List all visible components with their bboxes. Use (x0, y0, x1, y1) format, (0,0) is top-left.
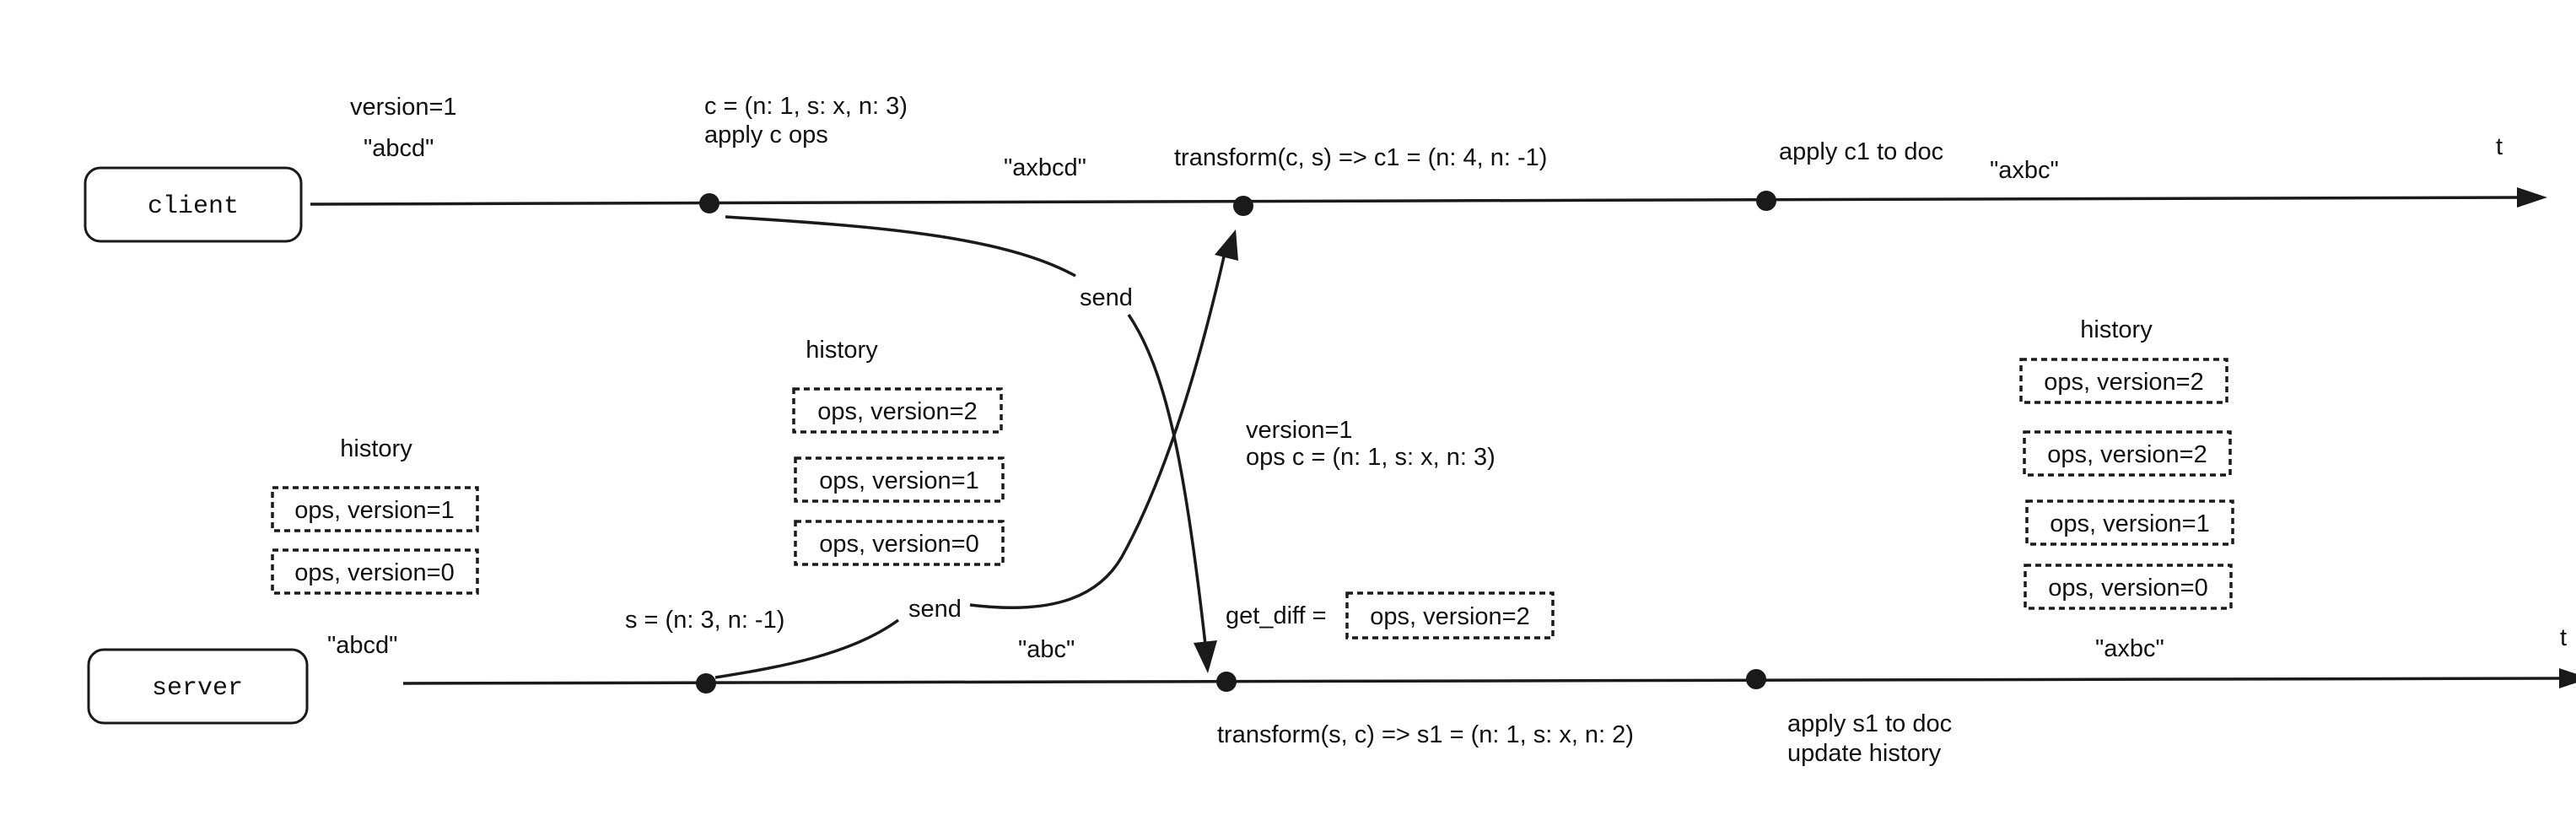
history-3-item-4-box (2024, 564, 2233, 610)
server-get-diff-box (1345, 591, 1555, 640)
server-to-client-arrow-upper (969, 252, 1226, 610)
client-event-dot-1 (699, 193, 719, 213)
server-timeline-arrowhead (2559, 668, 2576, 688)
client-node (84, 166, 303, 243)
history-stack-3: history ops, version=2 ops, version=2 op… (2019, 316, 2234, 610)
server-event-dot-1 (696, 673, 716, 694)
server-get-diff-value: ops, version=2 (1370, 603, 1529, 630)
client-doc-after-c: "axbcd" (1004, 154, 1086, 181)
history-2-item-3-box (794, 520, 1005, 566)
client-send-label: send (1080, 284, 1133, 311)
client-event-dot-2 (1233, 196, 1253, 216)
history-title-3: history (2080, 316, 2153, 343)
history-2-item-1: ops, version=2 (817, 398, 977, 425)
history-stack-2: history ops, version=2 ops, version=1 op… (792, 337, 1005, 566)
history-3-item-3: ops, version=1 (2050, 510, 2209, 537)
server-doc-final: "axbc" (2095, 635, 2164, 662)
client-transform-label: transform(c, s) => c1 = (n: 4, n: -1) (1174, 144, 1547, 171)
server-get-diff-label: get_diff = (1226, 602, 1327, 629)
client-to-server-arrow-upper (725, 215, 1076, 278)
client-doc-initial: "abcd" (364, 135, 434, 162)
payload-version-label: version=1 (1246, 417, 1353, 444)
client-version-label: version=1 (350, 94, 457, 121)
history-title-2: history (806, 337, 878, 364)
server-update-history-label: update history (1787, 740, 1942, 767)
server-transform-label: transform(s, c) => s1 = (n: 1, s: x, n: … (1217, 721, 1634, 748)
history-1-item-2-box (271, 548, 479, 595)
history-1-item-1: ops, version=1 (294, 497, 454, 524)
client-timeline-arrowhead (2517, 187, 2547, 208)
history-3-item-1-box (2019, 358, 2228, 404)
server-lane: server t "abcd" s = (n: 3, n: -1) "abc" … (87, 591, 2576, 767)
history-1-item-2: ops, version=0 (294, 559, 454, 586)
client-op-definition: c = (n: 1, s: x, n: 3) (704, 93, 908, 120)
history-3-item-3-box (2025, 499, 2234, 546)
history-title-1: history (340, 435, 412, 462)
client-doc-final: "axbc" (1990, 157, 2059, 184)
server-timeline (402, 677, 2561, 685)
history-2-item-1-box (792, 387, 1003, 434)
server-doc-initial: "abcd" (327, 632, 397, 659)
client-time-label: t (2496, 133, 2503, 160)
server-node-label: server (152, 674, 243, 703)
client-timeline (310, 196, 2519, 206)
server-send-label: send (908, 596, 962, 623)
server-apply-s1-label: apply s1 to doc (1787, 710, 1952, 737)
server-time-label: t (2560, 624, 2567, 651)
server-to-client-arrow-lower (714, 618, 900, 679)
server-node (87, 648, 309, 725)
server-to-client-arrowhead (1215, 229, 1238, 261)
client-to-server-arrow-lower (1127, 314, 1207, 645)
messages: send send version=1 ops c = (n: 1, s: x,… (714, 215, 1495, 679)
history-3-item-2-box (2023, 430, 2232, 477)
client-to-server-arrowhead (1194, 640, 1217, 673)
history-stack-1: history ops, version=1 ops, version=0 (271, 435, 479, 595)
server-event-dot-2 (1216, 672, 1237, 692)
history-3-item-4: ops, version=0 (2048, 575, 2207, 602)
history-3-item-2: ops, version=2 (2047, 441, 2207, 468)
client-op-apply: apply c ops (704, 121, 828, 148)
history-2-item-2-box (794, 456, 1005, 503)
client-event-dot-3 (1756, 191, 1776, 211)
history-2-item-3: ops, version=0 (819, 531, 978, 558)
server-op-definition: s = (n: 3, n: -1) (625, 607, 784, 634)
history-1-item-1-box (271, 486, 479, 532)
client-lane: client t version=1 "abcd" c = (n: 1, s: … (84, 93, 2547, 243)
server-doc-after-s: "abc" (1018, 636, 1075, 663)
client-node-label: client (148, 192, 239, 221)
history-3-item-1: ops, version=2 (2044, 369, 2203, 396)
server-event-dot-3 (1746, 669, 1766, 689)
payload-ops-label: ops c = (n: 1, s: x, n: 3) (1246, 444, 1495, 471)
history-2-item-2: ops, version=1 (819, 467, 978, 494)
client-apply-c1-label: apply c1 to doc (1779, 138, 1943, 165)
